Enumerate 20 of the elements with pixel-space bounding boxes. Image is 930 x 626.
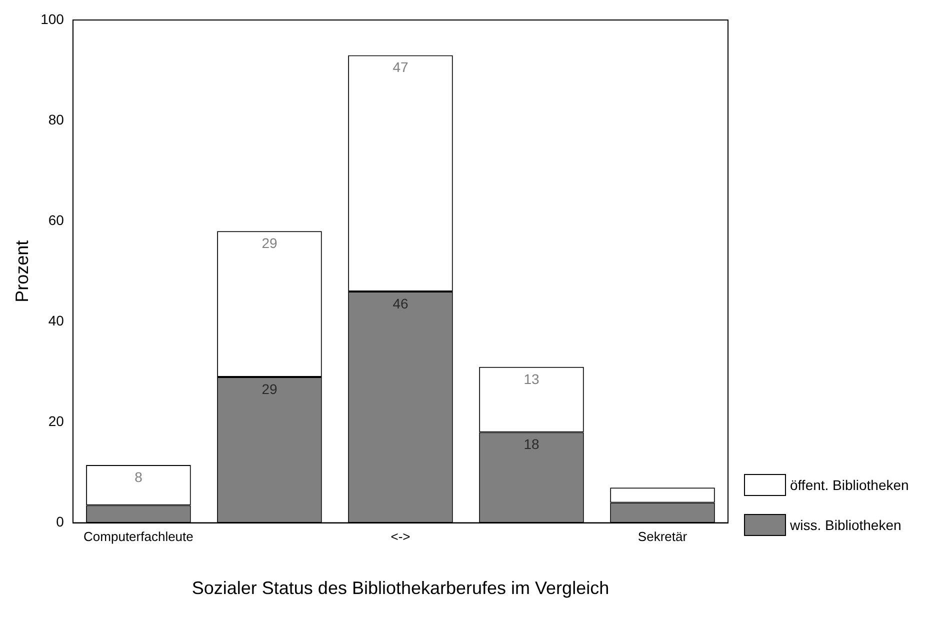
data-label: 29 xyxy=(262,380,278,397)
data-label: 46 xyxy=(392,295,408,312)
x-tick-label: <-> xyxy=(390,529,410,544)
y-tick-label: 60 xyxy=(48,212,64,228)
data-label: 13 xyxy=(524,370,540,387)
x-axis-title: Sozialer Status des Bibliothekarberufes im Vergleich xyxy=(192,578,610,598)
y-tick-label: 80 xyxy=(48,111,64,128)
y-tick-label: 0 xyxy=(56,514,64,530)
y-tick-label: 20 xyxy=(48,413,64,430)
text: öffent. Bibliotheken xyxy=(790,477,909,493)
data-label: 8 xyxy=(134,468,143,485)
y-tick-label: 100 xyxy=(40,10,64,27)
data-label: 29 xyxy=(262,235,278,252)
data-label: 47 xyxy=(392,59,408,76)
legend-label: wiss. Bibliotheken xyxy=(790,517,902,533)
y-axis-title: Prozent xyxy=(12,240,32,302)
data-label: 18 xyxy=(524,436,540,452)
x-tick-label: Computerfachleute xyxy=(84,529,194,544)
y-tick-label: 40 xyxy=(48,312,64,329)
x-tick-label: Sekretär xyxy=(638,529,688,544)
